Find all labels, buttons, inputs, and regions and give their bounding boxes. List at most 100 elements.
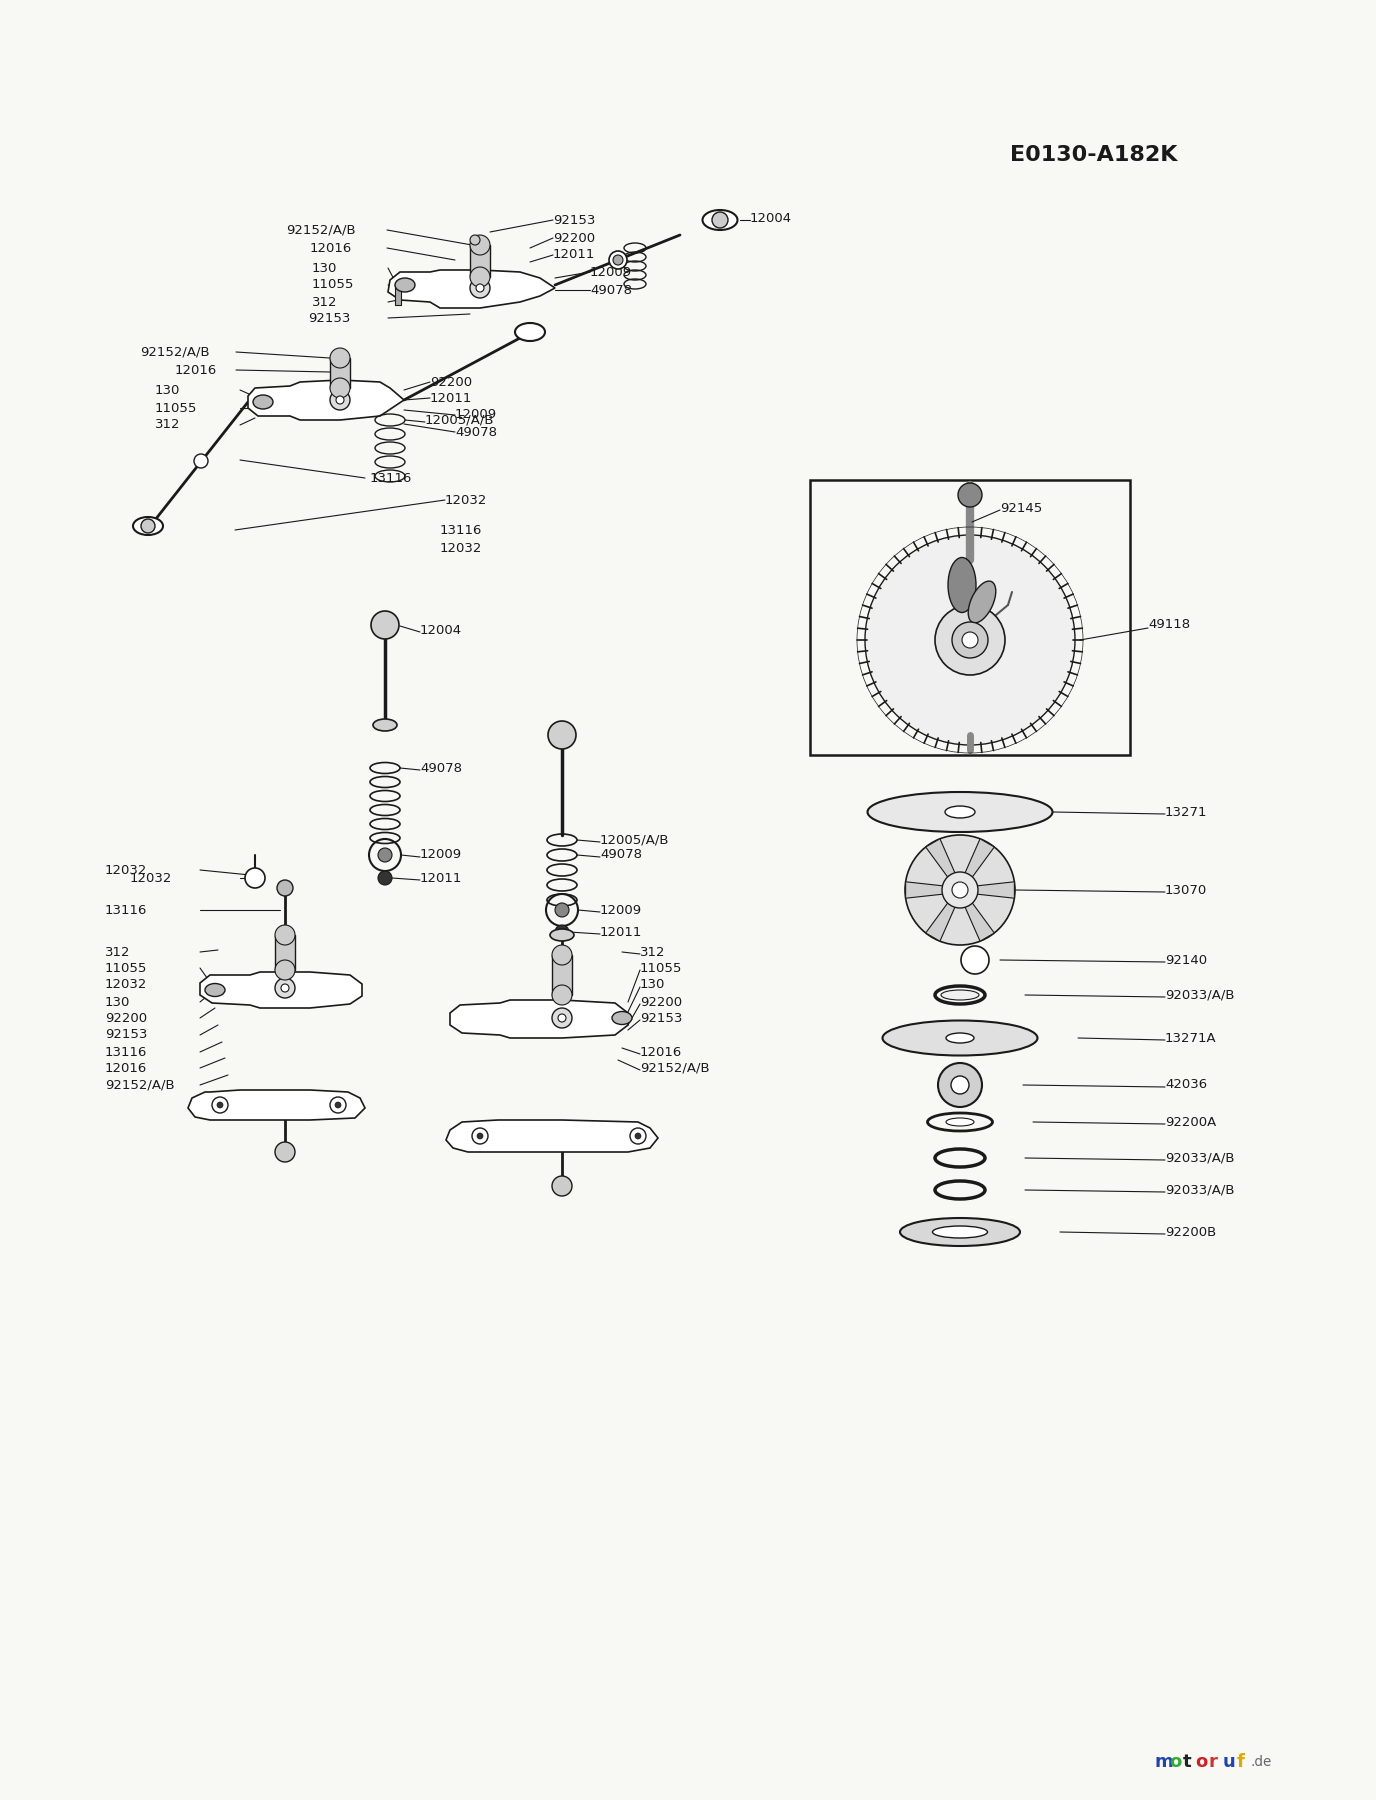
- Text: 92152/A/B: 92152/A/B: [286, 223, 355, 236]
- Text: m: m: [1154, 1753, 1174, 1771]
- Circle shape: [472, 1129, 488, 1145]
- Text: 92140: 92140: [1165, 954, 1207, 967]
- Circle shape: [612, 256, 623, 265]
- Text: 11055: 11055: [312, 279, 355, 292]
- Text: 130: 130: [155, 383, 180, 396]
- Text: 92152/A/B: 92152/A/B: [105, 1078, 175, 1091]
- Text: 92153: 92153: [640, 1012, 682, 1024]
- Circle shape: [471, 266, 490, 286]
- Text: 13116: 13116: [105, 1046, 147, 1058]
- Polygon shape: [963, 898, 995, 941]
- Text: 12032: 12032: [440, 542, 483, 554]
- Ellipse shape: [612, 1012, 632, 1024]
- Circle shape: [378, 848, 392, 862]
- Ellipse shape: [703, 211, 738, 230]
- Circle shape: [634, 1132, 641, 1139]
- Circle shape: [372, 610, 399, 639]
- Circle shape: [552, 1008, 572, 1028]
- Circle shape: [275, 977, 294, 997]
- Text: 12011: 12011: [600, 925, 643, 938]
- Text: 13271A: 13271A: [1165, 1031, 1216, 1044]
- Polygon shape: [189, 1091, 365, 1120]
- Ellipse shape: [933, 1226, 988, 1238]
- Polygon shape: [200, 972, 362, 1008]
- Ellipse shape: [867, 792, 1053, 832]
- Ellipse shape: [610, 250, 627, 268]
- Ellipse shape: [947, 1033, 974, 1042]
- Ellipse shape: [373, 718, 398, 731]
- Polygon shape: [971, 882, 1014, 898]
- Text: 12009: 12009: [455, 409, 497, 421]
- Text: 12016: 12016: [175, 364, 217, 376]
- Text: 49078: 49078: [600, 848, 643, 862]
- Text: 11055: 11055: [640, 961, 682, 974]
- Text: 12004: 12004: [420, 623, 462, 637]
- Circle shape: [336, 396, 344, 403]
- Circle shape: [277, 880, 293, 896]
- Bar: [471, 245, 490, 277]
- Circle shape: [548, 722, 577, 749]
- Text: .de: .de: [1251, 1755, 1273, 1769]
- Circle shape: [330, 391, 350, 410]
- Circle shape: [245, 868, 266, 887]
- Circle shape: [936, 605, 1004, 675]
- Circle shape: [952, 882, 967, 898]
- Text: o: o: [1194, 1753, 1207, 1771]
- Text: 312: 312: [312, 295, 337, 308]
- Bar: [395, 284, 400, 304]
- Text: 92153: 92153: [553, 214, 596, 227]
- Text: 12016: 12016: [640, 1046, 682, 1058]
- Text: 12005/A/B: 12005/A/B: [425, 414, 494, 427]
- Text: 13271: 13271: [1165, 806, 1208, 819]
- Circle shape: [476, 284, 484, 292]
- Text: r: r: [1210, 1753, 1218, 1771]
- Circle shape: [938, 1064, 982, 1107]
- Circle shape: [217, 1102, 223, 1109]
- Circle shape: [552, 985, 572, 1004]
- Bar: [275, 934, 294, 970]
- Circle shape: [471, 277, 490, 299]
- Ellipse shape: [882, 1021, 1038, 1055]
- Ellipse shape: [395, 277, 416, 292]
- Text: 12009: 12009: [420, 848, 462, 862]
- Circle shape: [330, 347, 350, 367]
- Bar: [552, 956, 572, 995]
- Circle shape: [330, 1096, 345, 1112]
- Circle shape: [951, 1076, 969, 1094]
- Circle shape: [275, 925, 294, 945]
- Circle shape: [194, 454, 208, 468]
- Text: 92200A: 92200A: [1165, 1116, 1216, 1129]
- Text: t: t: [1183, 1753, 1192, 1771]
- Text: 12011: 12011: [429, 392, 472, 405]
- Text: 130: 130: [312, 261, 337, 274]
- Text: 12011: 12011: [420, 871, 462, 884]
- Text: 49078: 49078: [455, 425, 497, 439]
- Ellipse shape: [969, 581, 996, 623]
- Text: 11055: 11055: [105, 961, 147, 974]
- Text: 12005/A/B: 12005/A/B: [600, 833, 670, 846]
- Text: 12009: 12009: [590, 265, 632, 279]
- Circle shape: [555, 925, 570, 940]
- Text: 92200B: 92200B: [1165, 1226, 1216, 1238]
- Ellipse shape: [941, 990, 978, 1001]
- Text: 92200: 92200: [105, 1012, 147, 1024]
- Circle shape: [711, 212, 728, 229]
- Circle shape: [281, 985, 289, 992]
- Text: 12009: 12009: [600, 904, 643, 916]
- Text: 12032: 12032: [105, 979, 147, 992]
- Ellipse shape: [253, 394, 272, 409]
- Circle shape: [555, 904, 570, 916]
- Polygon shape: [388, 270, 555, 308]
- Text: 49118: 49118: [1148, 619, 1190, 632]
- Circle shape: [378, 871, 392, 886]
- Text: 92033/A/B: 92033/A/B: [1165, 988, 1234, 1001]
- Text: 12032: 12032: [444, 493, 487, 506]
- Polygon shape: [905, 882, 948, 898]
- Text: 13116: 13116: [440, 524, 483, 536]
- Text: 312: 312: [155, 419, 180, 432]
- Polygon shape: [450, 1001, 627, 1039]
- Circle shape: [212, 1096, 228, 1112]
- Circle shape: [334, 1102, 341, 1109]
- Polygon shape: [248, 380, 405, 419]
- Text: 312: 312: [105, 945, 131, 958]
